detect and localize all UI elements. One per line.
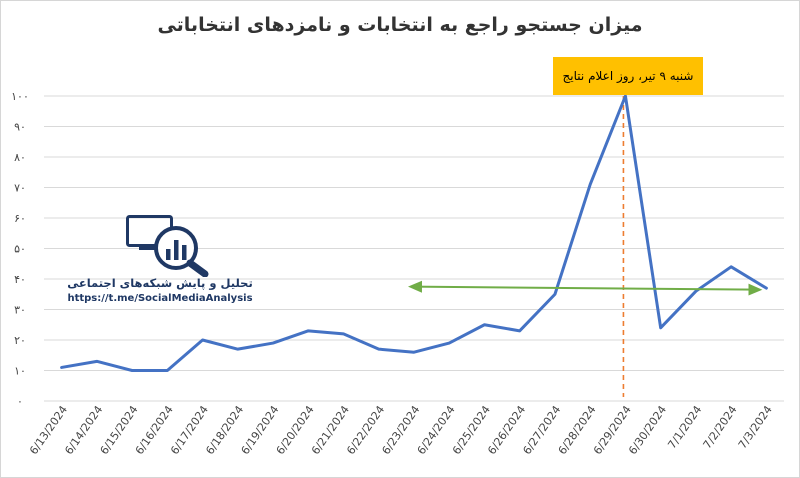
x-axis-ticks: 6/13/20246/14/20246/15/20246/16/20246/17…: [27, 403, 775, 457]
brand-name: تحلیل و پایش شبکه‌های اجتماعی: [67, 276, 253, 290]
annotation-callout: شنبه ۹ تیر، روز اعلام نتایج: [553, 57, 703, 95]
y-tick-label: ۰: [17, 395, 23, 408]
y-axis-ticks: ۰ ۱۰ ۲۰ ۳۰ ۴۰ ۵۰ ۶۰ ۷۰ ۸۰ ۹۰ ۱۰۰: [11, 90, 29, 408]
y-tick-label: ۶۰: [14, 212, 26, 225]
y-tick-label: ۸۰: [14, 151, 26, 164]
trend-layer: [408, 280, 763, 296]
y-tick-label: ۵۰: [14, 243, 26, 256]
chart-title: میزان جستجو راجع به انتخابات و نامزدهای …: [157, 14, 643, 36]
y-tick-label: ۴۰: [14, 273, 26, 286]
y-tick-label: ۳۰: [14, 304, 26, 317]
x-tick-label: 7/3/2024: [736, 403, 775, 451]
brand-url[interactable]: https://t.me/SocialMediaAnalysis: [67, 293, 253, 304]
y-tick-label: ۱۰۰: [11, 90, 29, 103]
y-tick-label: ۱۰: [14, 365, 26, 378]
y-tick-label: ۷۰: [14, 182, 26, 195]
x-tick-label: 7/2/2024: [701, 403, 740, 451]
y-tick-label: ۹۰: [14, 121, 26, 134]
monitor-magnifier-bar-chart-icon: [126, 215, 209, 277]
y-tick-label: ۲۰: [14, 334, 26, 347]
x-tick-label: 7/1/2024: [665, 403, 704, 451]
trend-arrow: [408, 280, 763, 296]
